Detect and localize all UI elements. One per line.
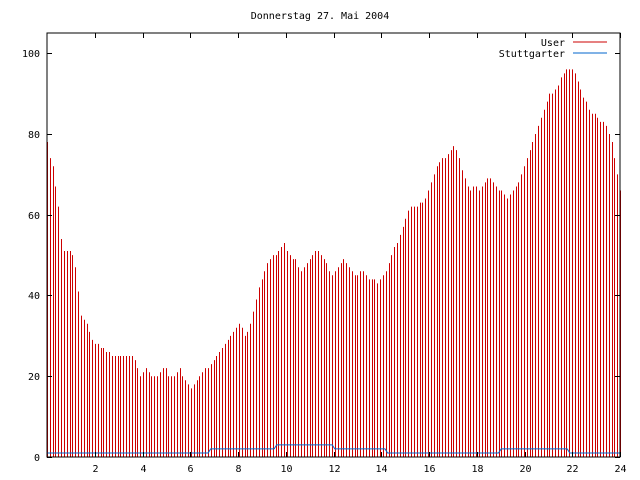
y-axis: 0 20 40 60 80 100: [22, 49, 620, 464]
stuttgarter-line: [47, 444, 620, 454]
plot-lines: [47, 444, 620, 454]
plot-frame: [46, 32, 621, 458]
x-tick-label: 4: [140, 464, 146, 475]
x-tick-label: 20: [519, 464, 531, 475]
y-tick-label: 100: [22, 49, 40, 60]
legend-label-stuttgarter: Stuttgarter: [499, 49, 565, 60]
x-tick-label: 6: [187, 464, 193, 475]
plot-bars: [47, 69, 621, 457]
y-tick-label: 80: [28, 130, 40, 141]
chart-title: Donnerstag 27. Mai 2004: [251, 11, 389, 22]
x-tick-label: 22: [566, 464, 578, 475]
x-tick-label: 8: [235, 464, 241, 475]
x-tick-label: 2: [92, 464, 98, 475]
y-tick-label: 60: [28, 211, 40, 222]
legend-label-user: User: [541, 38, 565, 49]
y-tick-label: 0: [34, 453, 40, 464]
y-tick-label: 40: [28, 291, 40, 302]
legend: User Stuttgarter: [499, 38, 607, 60]
y-tick-label: 20: [28, 372, 40, 383]
x-tick-label: 12: [328, 464, 340, 475]
x-tick-label: 24: [614, 464, 626, 475]
x-axis: 2 4 6 8 10 12 14 16 18 20 22 24: [92, 33, 627, 475]
x-tick-label: 10: [280, 464, 292, 475]
x-tick-label: 16: [423, 464, 435, 475]
x-tick-label: 14: [375, 464, 387, 475]
x-tick-label: 18: [471, 464, 483, 475]
